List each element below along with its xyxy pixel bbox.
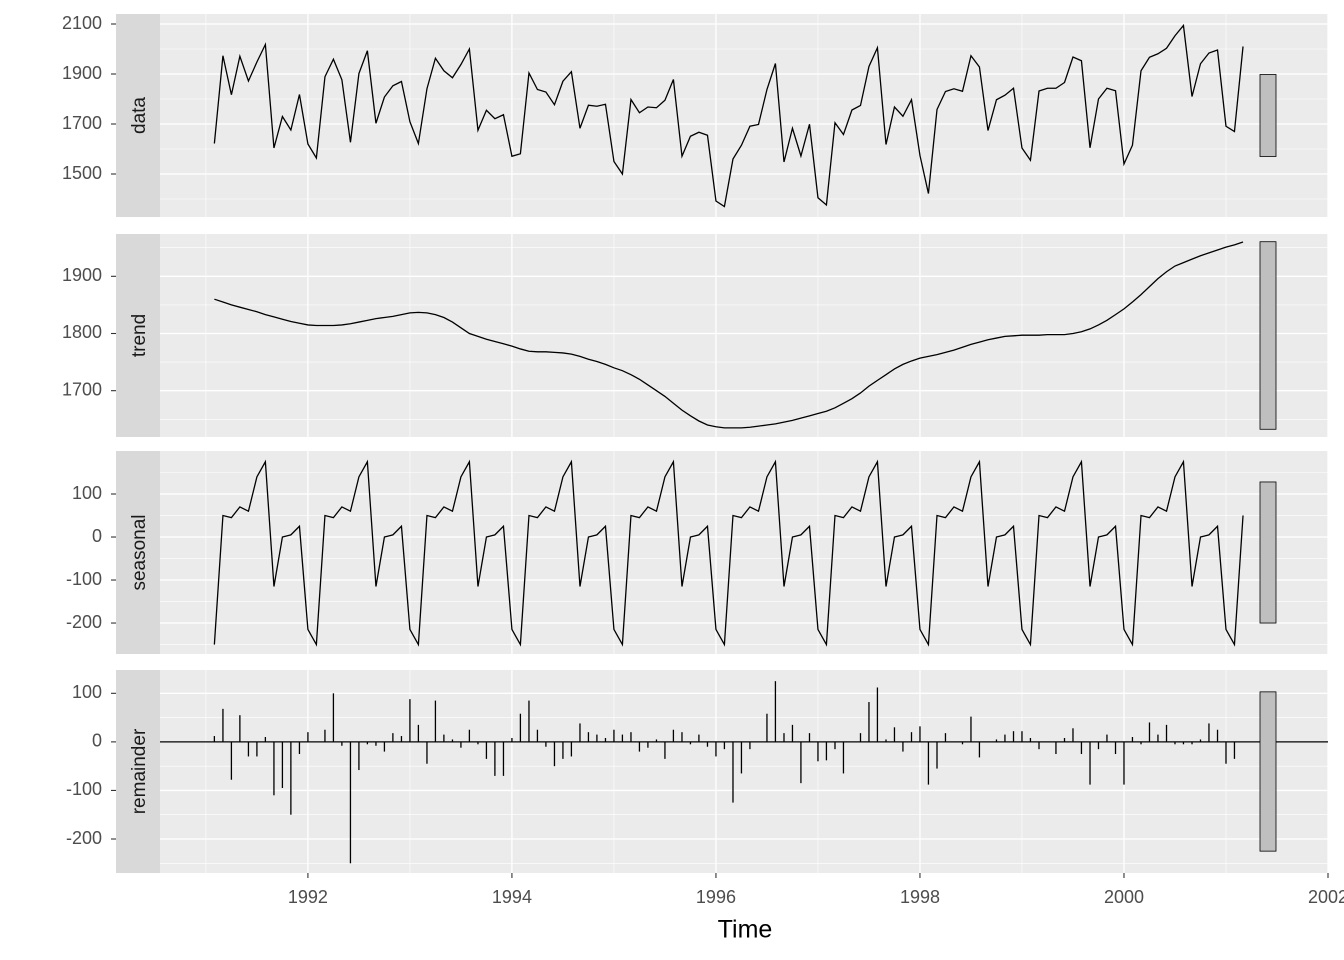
- strip-background: [116, 14, 160, 217]
- y-tick-label: 1700: [62, 379, 102, 399]
- x-axis-label: Time: [718, 916, 773, 944]
- panel-background: [160, 451, 1328, 654]
- y-tick-label: 0: [92, 731, 102, 751]
- y-tick-label: 0: [92, 526, 102, 546]
- y-tick-label: -100: [66, 779, 102, 799]
- y-tick-label: 100: [72, 682, 102, 702]
- y-tick-label: 100: [72, 483, 102, 503]
- y-tick-label: 1800: [62, 322, 102, 342]
- x-tick-label: 2002: [1308, 887, 1344, 907]
- x-tick-label: 1992: [288, 887, 328, 907]
- strip-background: [116, 451, 160, 654]
- scale-bar: [1259, 74, 1277, 157]
- y-tick-label: 1700: [62, 113, 102, 133]
- y-tick-label: 1900: [62, 265, 102, 285]
- series-line: [214, 241, 1244, 429]
- x-tick-label: 1996: [696, 887, 736, 907]
- series-line: [213, 23, 1244, 208]
- y-tick-label: 1500: [62, 163, 102, 183]
- panel-background: [160, 670, 1328, 873]
- panel-marks: [214, 241, 1244, 429]
- panel-background: [160, 14, 1328, 217]
- y-tick-label: -200: [66, 828, 102, 848]
- strip-label: seasonal: [129, 514, 150, 590]
- y-tick-label: -200: [66, 612, 102, 632]
- y-tick-label: -100: [66, 569, 102, 589]
- x-tick-label: 1998: [900, 887, 940, 907]
- strip-label: trend: [129, 314, 150, 357]
- strip-background: [116, 234, 160, 437]
- scale-bar: [1259, 241, 1277, 430]
- x-tick-label: 1994: [492, 887, 532, 907]
- y-tick-label: 1900: [62, 63, 102, 83]
- strip-background: [116, 670, 160, 873]
- scale-bar: [1259, 691, 1277, 852]
- panel-background: [160, 234, 1328, 437]
- strip-label: remainder: [129, 728, 150, 814]
- series-line: [213, 459, 1244, 647]
- panel-marks: [213, 23, 1244, 208]
- panel-marks: [213, 459, 1244, 647]
- x-tick-label: 2000: [1104, 887, 1144, 907]
- panel-marks: [160, 681, 1328, 864]
- y-tick-label: 2100: [62, 13, 102, 33]
- strip-label: data: [129, 97, 150, 134]
- scale-bar: [1259, 481, 1277, 624]
